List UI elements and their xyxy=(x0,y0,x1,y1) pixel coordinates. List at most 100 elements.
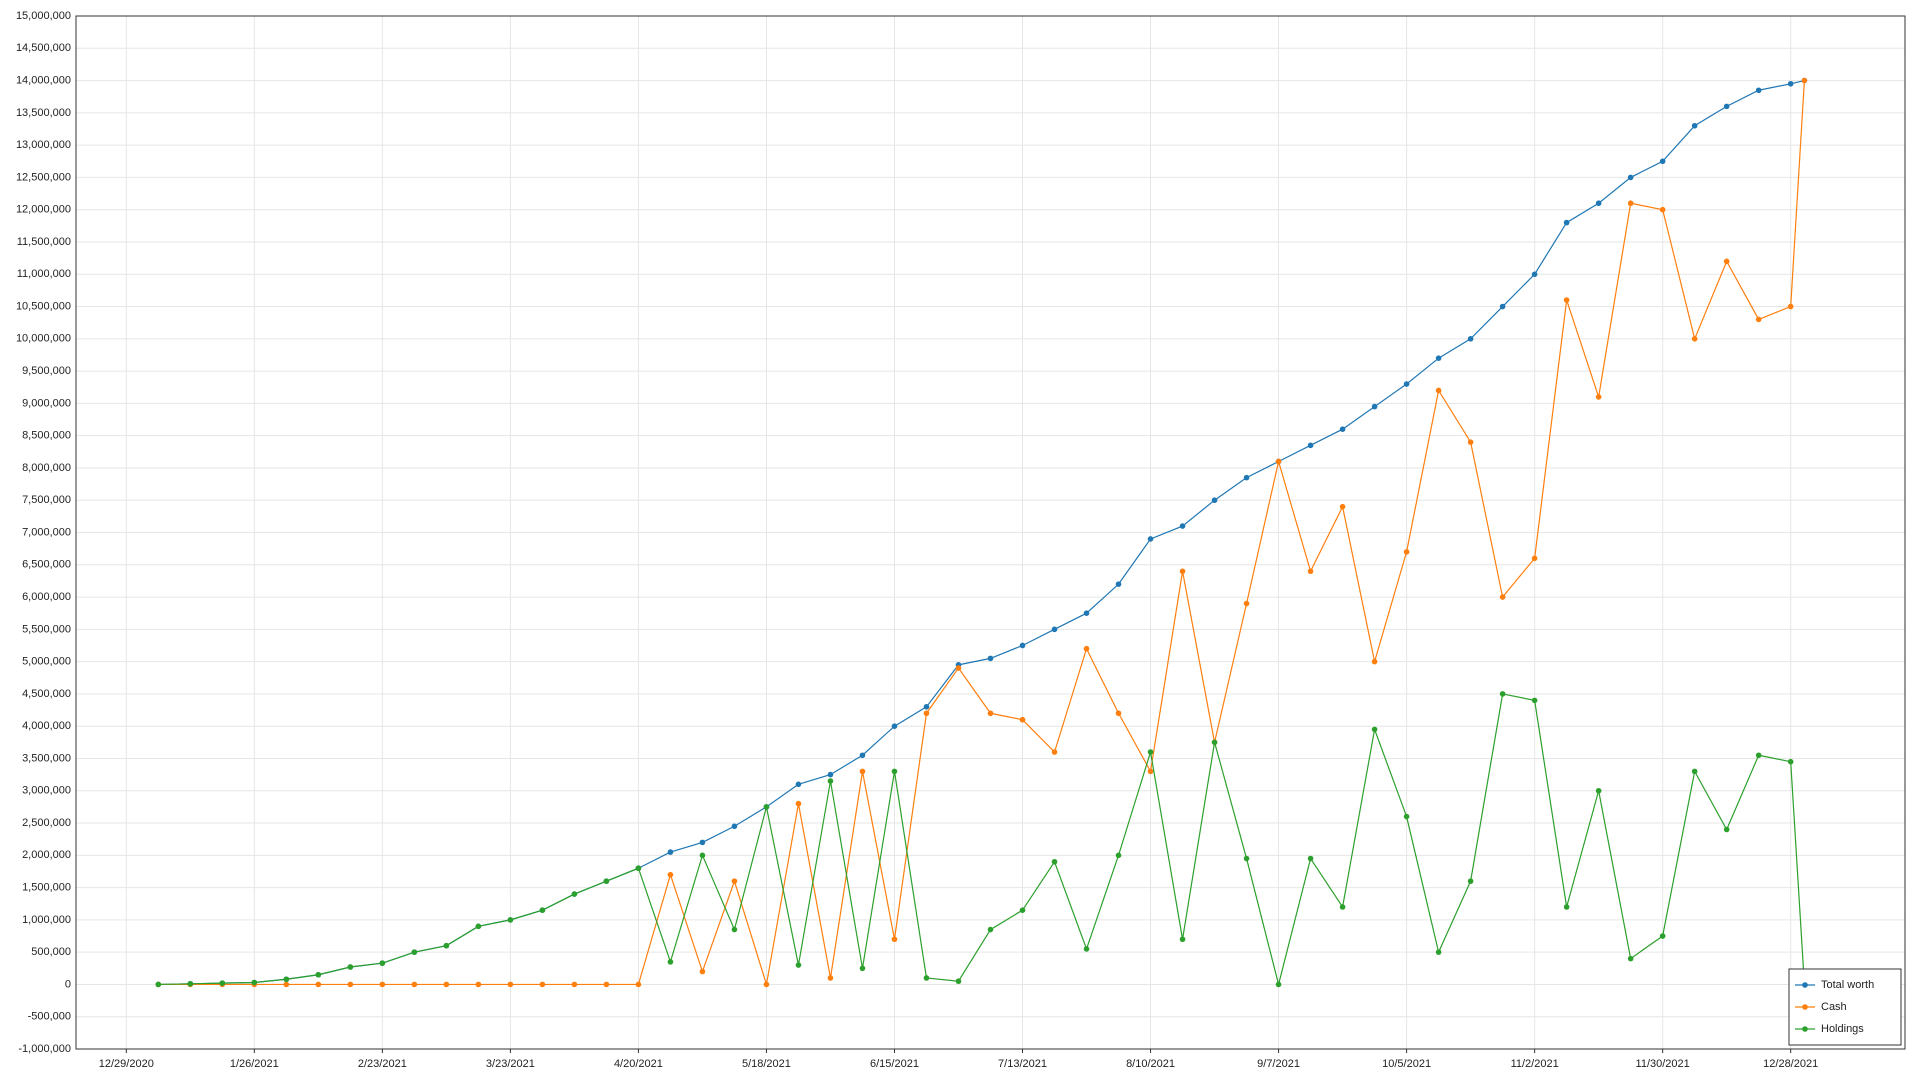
legend-label: Holdings xyxy=(1821,1023,1864,1035)
point xyxy=(1755,87,1762,94)
x-tick-label: 11/30/2021 xyxy=(1636,1058,1690,1070)
point xyxy=(347,964,354,970)
y-tick-label: 8,000,000 xyxy=(22,462,71,474)
point xyxy=(1307,442,1314,449)
y-tick-label: 9,500,000 xyxy=(22,365,71,377)
y-tick-label: 6,500,000 xyxy=(22,559,71,571)
y-tick-label: 13,500,000 xyxy=(16,107,71,119)
point xyxy=(635,981,642,988)
point xyxy=(1051,749,1058,755)
point xyxy=(1115,852,1122,859)
point xyxy=(667,871,674,878)
point xyxy=(379,960,386,966)
point xyxy=(1755,752,1762,759)
point xyxy=(891,768,898,775)
point xyxy=(1595,200,1602,207)
point xyxy=(1723,258,1730,265)
point xyxy=(1627,200,1634,207)
point xyxy=(315,971,322,978)
y-tick-label: 6,000,000 xyxy=(22,591,71,603)
point xyxy=(219,980,226,986)
point xyxy=(1627,174,1634,181)
point xyxy=(1115,581,1122,587)
point xyxy=(1083,610,1090,617)
point xyxy=(955,978,962,985)
y-tick-label: 5,000,000 xyxy=(22,656,71,668)
y-tick-label: 4,000,000 xyxy=(22,720,71,732)
point xyxy=(1691,336,1698,342)
y-tick-label: 1,000,000 xyxy=(22,914,71,926)
point xyxy=(1787,80,1794,87)
y-tick-label: 12,500,000 xyxy=(16,171,71,183)
legend: Total worth Cash Holdings xyxy=(1788,968,1902,1046)
point xyxy=(699,968,706,975)
point xyxy=(379,981,386,988)
x-tick-label: 12/29/2020 xyxy=(99,1058,154,1070)
point xyxy=(1659,158,1666,165)
point xyxy=(1243,855,1250,862)
x-tick-label: 1/26/2021 xyxy=(230,1058,279,1070)
point xyxy=(1467,878,1474,884)
point xyxy=(1435,387,1442,394)
legend-marker xyxy=(1802,1026,1808,1032)
x-tick-label: 9/7/2021 xyxy=(1257,1058,1300,1070)
point xyxy=(795,800,802,807)
x-tick-label: 5/18/2021 xyxy=(742,1058,791,1070)
point xyxy=(539,907,546,913)
point xyxy=(1499,594,1506,600)
point xyxy=(731,878,738,884)
point xyxy=(1083,645,1090,652)
point xyxy=(827,778,834,784)
point xyxy=(923,975,930,981)
point xyxy=(1563,219,1570,226)
point xyxy=(987,710,994,717)
point xyxy=(1371,726,1378,733)
point xyxy=(1563,904,1570,910)
y-tick-label: 7,000,000 xyxy=(22,526,71,538)
point xyxy=(1371,403,1378,410)
y-tick-label: 2,000,000 xyxy=(22,849,71,861)
point xyxy=(827,771,834,778)
point xyxy=(1595,394,1602,400)
y-tick-label: 0 xyxy=(65,978,71,990)
point xyxy=(1083,946,1090,952)
point xyxy=(1435,355,1442,361)
point xyxy=(1179,568,1186,575)
point xyxy=(1659,206,1666,213)
point xyxy=(1243,600,1250,607)
point xyxy=(1147,536,1154,542)
point xyxy=(763,804,770,810)
y-tick-label: 8,500,000 xyxy=(22,430,71,442)
y-tick-label: -500,000 xyxy=(28,1011,71,1023)
legend-label: Cash xyxy=(1821,1001,1847,1013)
point xyxy=(987,926,994,933)
point xyxy=(699,839,706,846)
legend-label: Total worth xyxy=(1821,979,1874,991)
point xyxy=(1051,858,1058,865)
x-tick-label: 2/23/2021 xyxy=(358,1058,407,1070)
point xyxy=(891,936,898,943)
y-tick-label: 3,500,000 xyxy=(22,752,71,764)
legend-marker xyxy=(1802,1004,1808,1010)
point xyxy=(795,962,802,968)
point xyxy=(1787,303,1794,310)
plot-frame xyxy=(75,15,1906,1050)
y-tick-label: 15,000,000 xyxy=(16,10,71,22)
point xyxy=(1531,697,1538,704)
point xyxy=(1115,710,1122,717)
point xyxy=(923,710,930,717)
point xyxy=(315,981,322,988)
point xyxy=(859,768,866,775)
x-tick-label: 7/13/2021 xyxy=(998,1058,1047,1070)
point xyxy=(1723,826,1730,833)
y-tick-label: -1,000,000 xyxy=(18,1043,71,1055)
point xyxy=(1755,316,1762,323)
point xyxy=(1019,716,1026,723)
point xyxy=(1467,336,1474,342)
y-tick-label: 10,000,000 xyxy=(16,333,71,345)
point xyxy=(1275,458,1282,465)
point xyxy=(1307,568,1314,575)
y-tick-label: 3,000,000 xyxy=(22,785,71,797)
point xyxy=(1019,907,1026,913)
point xyxy=(283,981,290,988)
